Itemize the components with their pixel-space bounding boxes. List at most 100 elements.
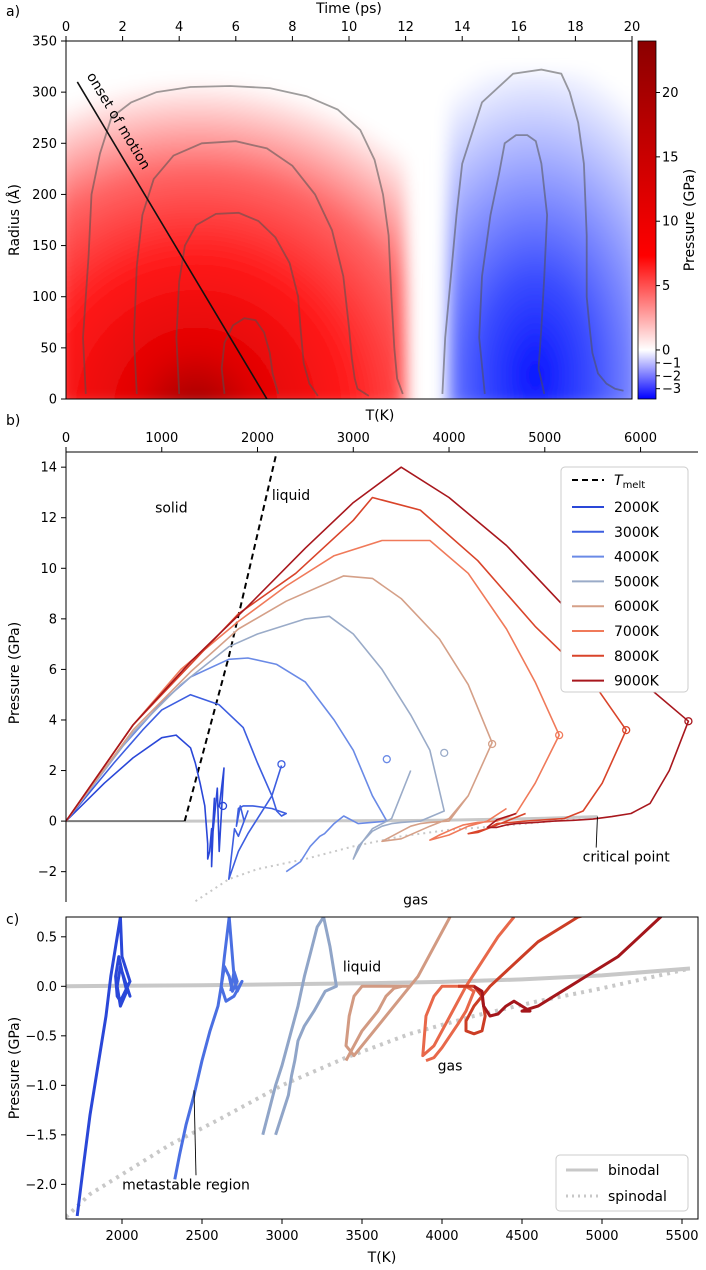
x-tick-label: 20	[624, 20, 641, 35]
x-tick-label: 16	[511, 20, 528, 35]
spinodal-line	[66, 966, 691, 1219]
annotation-liquid: liquid	[272, 488, 310, 504]
x-tick-label: 6	[232, 20, 240, 35]
legend-6000K-label: 6000K	[614, 599, 660, 615]
legend-spinodal-label: spinodal	[608, 1189, 667, 1205]
annotation-solid: solid	[155, 501, 188, 517]
legend-box	[560, 466, 689, 693]
panel-b-legend: Tmelt 2000K 3000K 4000K 5000K 6000K 7000K 8000…	[560, 466, 689, 693]
spinodal-line	[192, 815, 598, 902]
annotation-gas: gas	[403, 893, 428, 909]
x-tick-label: 3500	[345, 1229, 378, 1244]
panel-b-annotations: solid liquid gas critical point	[155, 488, 670, 908]
panel-c-ylabel: Pressure (GPa)	[7, 1017, 23, 1119]
y-tick-label: 4	[49, 713, 57, 728]
panel-c-axes: 2000 2500 3000 3500 4000 4500 5000 5500 −2.0 −1.5…	[25, 930, 698, 1244]
pressure-contours	[82, 68, 624, 397]
series-2000K-line	[66, 734, 225, 868]
y-tick-label: −0.5	[25, 1029, 57, 1044]
pressure-contour	[132, 140, 370, 397]
x-tick-label: 4000	[425, 1229, 458, 1244]
y-tick-label: 0.5	[36, 930, 57, 945]
colorbar-tick-label: −1	[662, 356, 681, 371]
series-6000K-line	[421, 917, 516, 1063]
series-7000K-line	[458, 917, 585, 1036]
legend-7000K-label: 7000K	[614, 624, 660, 640]
x-tick-label: 4500	[505, 1229, 538, 1244]
panel-c-xlabel: T(K)	[367, 1250, 397, 1266]
x-tick-label: 0	[62, 431, 70, 446]
panel-b-axes: 0 1000 2000 3000 4000 5000 6000 −2 0 2 4 6 8 10 12 14	[38, 431, 657, 880]
legend-3000K-label: 3000K	[614, 525, 660, 541]
series-2000K-endpoint	[218, 801, 228, 811]
pressure-contour	[82, 85, 404, 395]
series-4000K-line	[66, 657, 388, 873]
x-tick-label: 2000	[105, 1229, 138, 1244]
panel-a-ylabel: Radius (Å)	[6, 184, 23, 256]
panel-b-plot	[66, 452, 693, 902]
annotation-liquid: liquid	[343, 959, 381, 975]
legend-tmelt-label: Tmelt	[614, 473, 645, 491]
series-7000K-line	[66, 539, 561, 841]
colorbar-tick-label: 15	[662, 150, 679, 165]
binodal-line	[184, 815, 598, 823]
y-tick-label: 6	[49, 663, 57, 678]
series-8000K-line	[473, 917, 663, 1018]
colorbar-ticks: 20 15 10 5 0−1−2−3	[656, 86, 681, 397]
y-tick-label: 14	[40, 461, 57, 476]
colorbar-label: Pressure (GPa)	[682, 169, 698, 271]
pressure-contour	[220, 317, 280, 395]
panel-b: b) 0 1000 2000 3000 4000 5000 6000 −2 0 2 4 6 8 10 12 1…	[6, 408, 698, 909]
y-tick-label: 300	[32, 86, 57, 101]
panel-c-label: c)	[6, 912, 19, 928]
colorbar-tick-label: −2	[662, 369, 681, 384]
x-tick-label: 6000	[624, 431, 657, 446]
series-8000K-line	[66, 496, 628, 835]
panel-c-legend: binodal spinodal	[555, 1154, 689, 1212]
legend-tmelt-symbol: T	[614, 473, 624, 489]
panel-c-frame	[65, 916, 699, 1220]
series-9000K-endpoint	[684, 717, 693, 726]
legend-5000K-label: 5000K	[614, 574, 660, 590]
colorbar-tick-label: 20	[662, 86, 679, 101]
x-tick-label: 3000	[337, 431, 370, 446]
series-2000K-line	[75, 917, 132, 1217]
series-4000K-endpoint	[382, 755, 391, 764]
y-tick-label: −2.0	[25, 1178, 57, 1193]
x-tick-label: 8	[288, 20, 296, 35]
series-3000K-line	[173, 917, 244, 1180]
negative-pressure-region	[448, 71, 632, 399]
tmelt-line	[183, 452, 278, 822]
y-tick-label: −2	[38, 865, 57, 880]
panel-b-xlabel: T(K)	[365, 408, 395, 424]
binodal-line	[66, 966, 691, 989]
series-3000K-line	[66, 693, 288, 881]
legend-9000K-label: 9000K	[614, 674, 660, 690]
panel-b-label: b)	[6, 413, 20, 429]
x-tick-label: 1000	[145, 431, 178, 446]
colorbar	[637, 40, 657, 400]
series-6000K-endpoint	[487, 739, 497, 749]
colorbar-tick-label: 5	[662, 279, 670, 294]
legend-items: 2000K 3000K 4000K 5000K 6000K 7000K 8000K 9000K	[572, 500, 660, 690]
series-5000K-endpoint	[440, 748, 449, 757]
series-6000K-line	[66, 575, 493, 843]
x-tick-label: 5000	[585, 1229, 618, 1244]
y-tick-label: −1.0	[25, 1079, 57, 1094]
x-tick-label: 4000	[432, 431, 465, 446]
onset-of-motion-line	[76, 81, 268, 399]
positive-pressure-region	[66, 61, 406, 399]
x-tick-label: 2	[118, 20, 126, 35]
x-tick-label: 5000	[528, 431, 561, 446]
y-tick-label: 10	[40, 562, 57, 577]
panel-c: c) 2000 2500 3000 3500 4000 4500 5000 5500 −2.0 −…	[6, 912, 699, 1266]
panel-c-annotations: liquid gas metastable region	[122, 959, 462, 1193]
y-tick-label: 100	[32, 290, 57, 305]
annotation-gas: gas	[438, 1058, 463, 1074]
colorbar-tick-label: 0	[662, 343, 670, 358]
y-tick-label: 2	[49, 764, 57, 779]
legend-8000K-label: 8000K	[614, 649, 660, 665]
y-tick-label: 150	[32, 239, 57, 254]
